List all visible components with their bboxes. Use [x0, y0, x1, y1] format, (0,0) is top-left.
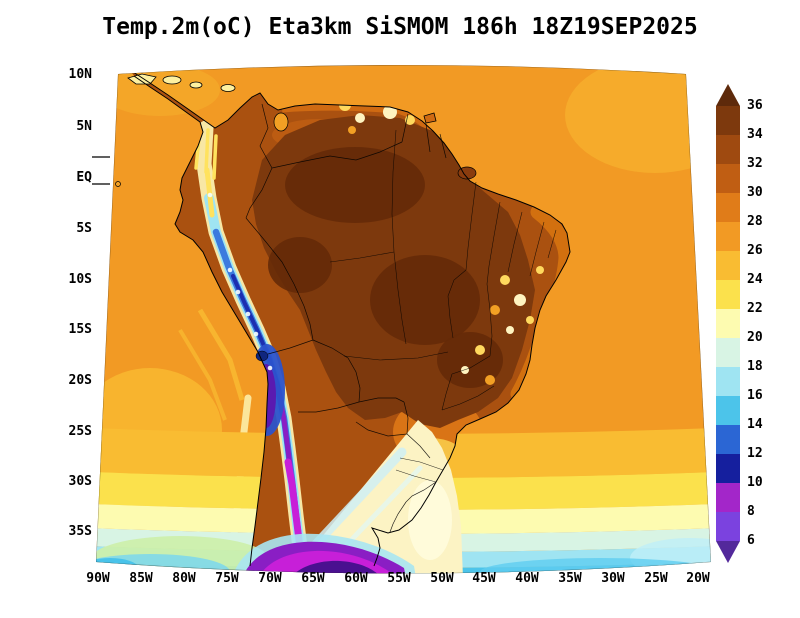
- domain-outline: [96, 65, 711, 574]
- colorbar-band: [716, 338, 740, 367]
- colorbar-label: 8: [747, 504, 755, 519]
- hottest-cores: [268, 147, 503, 388]
- colorbar-label: 14: [747, 417, 763, 432]
- lon-label: 40W: [515, 571, 539, 586]
- lon-label: 35W: [558, 571, 582, 586]
- colorbar-label: 24: [747, 272, 763, 287]
- colorbar-label: 30: [747, 185, 763, 200]
- colorbar-band: [716, 106, 740, 135]
- lat-label: 15S: [68, 322, 92, 337]
- colorbar-arrow-up: [716, 84, 740, 106]
- colorbar-band: [716, 222, 740, 251]
- colorbar-label: 26: [747, 243, 763, 258]
- colorbar-label: 6: [747, 533, 755, 548]
- country-borders: [245, 103, 447, 533]
- lon-label: 70W: [258, 571, 282, 586]
- colorbar-band: [716, 280, 740, 309]
- lon-label: 55W: [387, 571, 411, 586]
- colorbar-label: 10: [747, 475, 763, 490]
- plot-title: Temp.2m(oC) Eta3km SiSMOM 186h 18Z19SEP2…: [102, 14, 698, 40]
- lon-label: 85W: [129, 571, 153, 586]
- lon-label: 50W: [430, 571, 454, 586]
- colorbar-label: 12: [747, 446, 763, 461]
- colorbar-band: [716, 425, 740, 454]
- lake-maracaibo: [273, 112, 289, 132]
- colorbar-arrow-down: [716, 541, 740, 563]
- lon-label: 65W: [301, 571, 325, 586]
- colorbar-label: 34: [747, 127, 763, 142]
- colorbar-label: 18: [747, 359, 763, 374]
- lon-label: 30W: [601, 571, 625, 586]
- colorbar-band: [716, 193, 740, 222]
- lat-label: 20S: [68, 373, 92, 388]
- hot-speckles: [339, 96, 544, 385]
- colorbar-label: 16: [747, 388, 763, 403]
- lon-label: 25W: [644, 571, 668, 586]
- colorbar-band: [716, 367, 740, 396]
- map-domain: [96, 65, 711, 574]
- lon-label: 60W: [344, 571, 368, 586]
- lat-label: 35S: [68, 524, 92, 539]
- colorbar-label: 36: [747, 98, 763, 113]
- lat-label: 10N: [68, 67, 92, 82]
- lon-label: 90W: [86, 571, 110, 586]
- lat-label: 25S: [68, 424, 92, 439]
- lon-label: 20W: [686, 571, 710, 586]
- colorbar-band: [716, 454, 740, 483]
- lat-label: 10S: [68, 272, 92, 287]
- state-borders: [329, 129, 557, 483]
- colorbar-band: [716, 164, 740, 193]
- marajo-island: [457, 166, 477, 180]
- colorbar-label: 32: [747, 156, 763, 171]
- southern-andes-purple-band: [232, 533, 416, 574]
- lat-label: EQ: [76, 170, 92, 185]
- lon-label: 80W: [172, 571, 196, 586]
- lon-label: 45W: [472, 571, 496, 586]
- colorbar-label: 20: [747, 330, 763, 345]
- colorbar-band: [716, 309, 740, 338]
- lat-label: 5S: [76, 221, 92, 236]
- colorbar-band: [716, 483, 740, 512]
- coastline: [129, 69, 571, 567]
- islands: [115, 73, 477, 187]
- colorbar-label: 28: [747, 214, 763, 229]
- lat-label: 30S: [68, 474, 92, 489]
- colorbar-band: [716, 396, 740, 425]
- equator-edge-ticks: [92, 156, 110, 185]
- lat-label: 5N: [76, 119, 92, 134]
- colorbar: [716, 84, 740, 563]
- colorbar-band: [716, 251, 740, 280]
- colorbar-label: 22: [747, 301, 763, 316]
- snow-peaks: [207, 192, 273, 371]
- colorbar-band: [716, 135, 740, 164]
- colorbar-band: [716, 512, 740, 541]
- lon-label: 75W: [215, 571, 239, 586]
